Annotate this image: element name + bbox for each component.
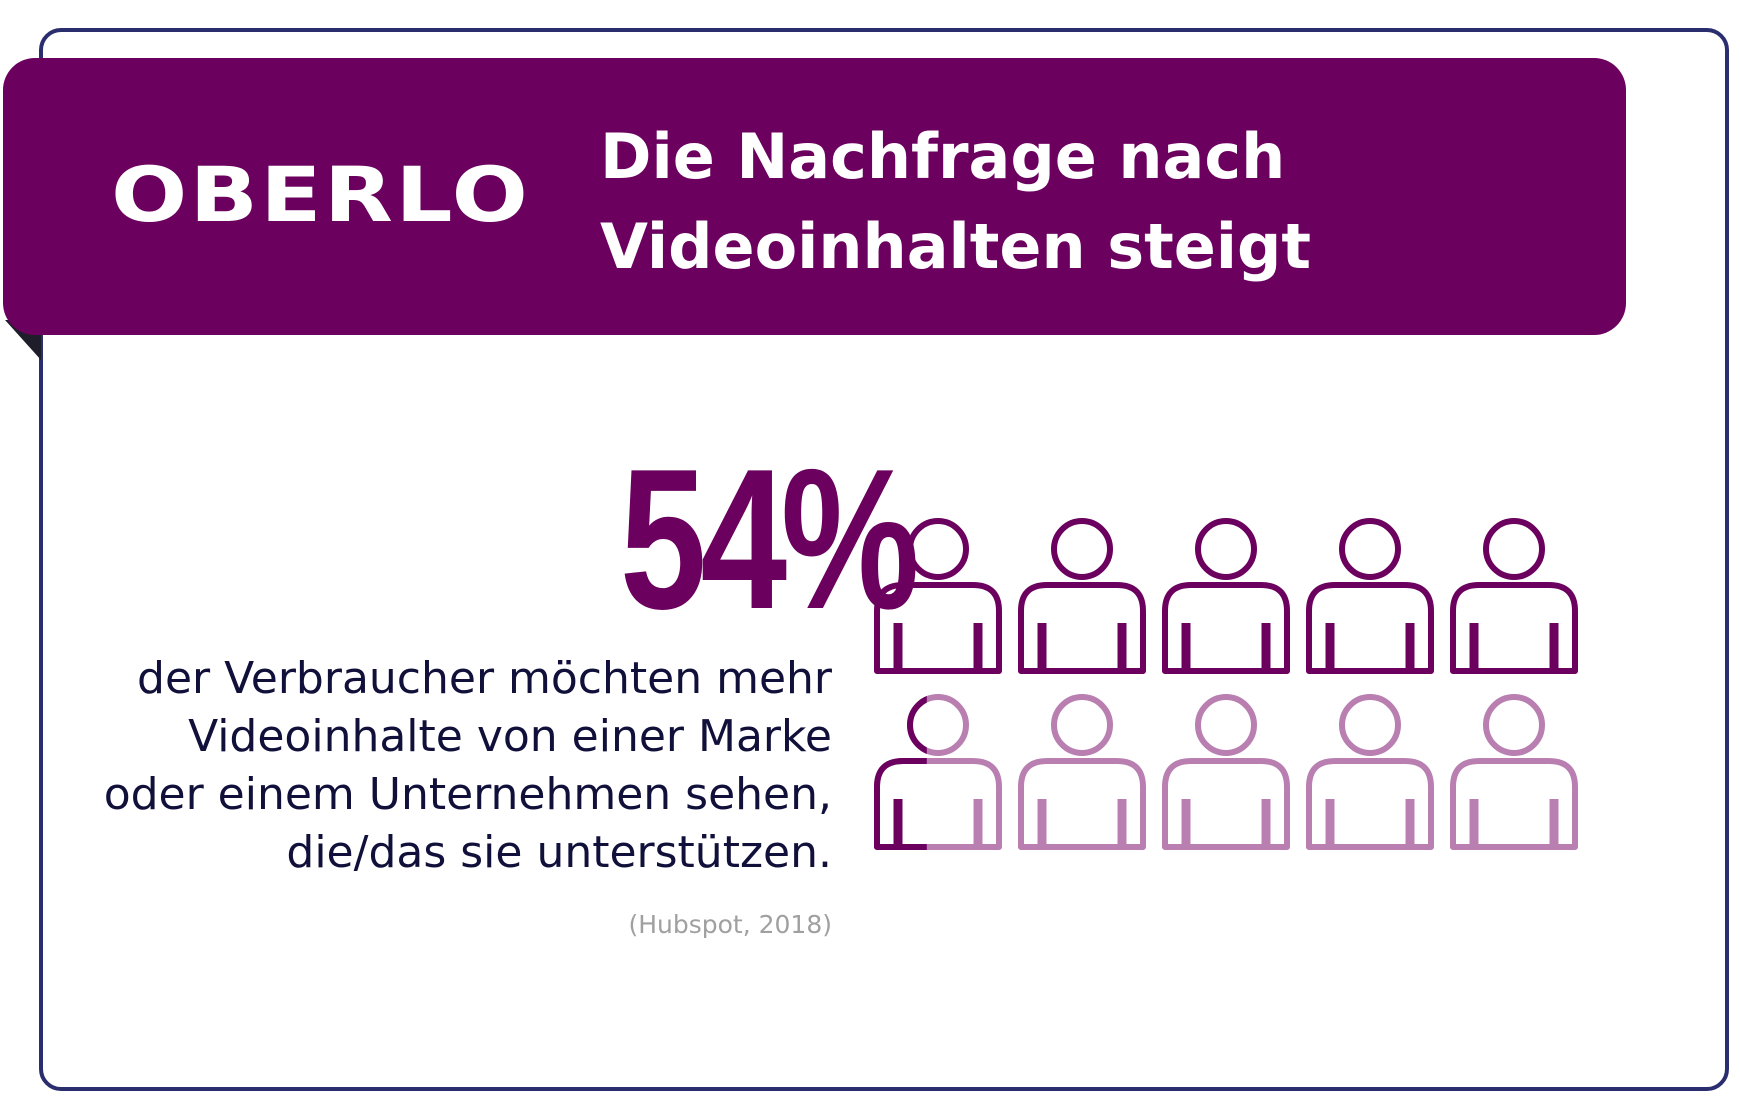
stat-description: der Verbraucher möchten mehr Videoinhalt… bbox=[40, 650, 832, 882]
title-line-2: Videoinhalten steigt bbox=[600, 210, 1312, 283]
oberlo-logo: OBERLO bbox=[111, 150, 531, 239]
description-line: Videoinhalte von einer Marke bbox=[188, 711, 832, 762]
description-line: oder einem Unternehmen sehen, bbox=[103, 769, 832, 820]
source-citation: (Hubspot, 2018) bbox=[628, 910, 832, 939]
description-line: die/das sie unterstützen. bbox=[286, 827, 832, 878]
person-icon bbox=[874, 694, 1002, 850]
person-icon bbox=[1450, 694, 1578, 850]
person-icon bbox=[1018, 694, 1146, 850]
stat-value: 54% bbox=[619, 428, 920, 651]
people-pictogram bbox=[874, 518, 1578, 850]
title-line-1: Die Nachfrage nach bbox=[600, 120, 1286, 193]
description-line: der Verbraucher möchten mehr bbox=[137, 653, 832, 704]
person-icon bbox=[874, 518, 1002, 674]
person-icon bbox=[1162, 694, 1290, 850]
person-icon bbox=[1018, 518, 1146, 674]
person-icon bbox=[1162, 518, 1290, 674]
header-banner bbox=[3, 58, 1626, 335]
person-icon bbox=[1306, 518, 1434, 674]
person-icon bbox=[1306, 694, 1434, 850]
page-title: Die Nachfrage nach Videoinhalten steigt bbox=[600, 112, 1311, 292]
person-icon bbox=[1450, 518, 1578, 674]
person-icon-filled-part bbox=[874, 696, 927, 850]
card-frame bbox=[39, 28, 1729, 1091]
